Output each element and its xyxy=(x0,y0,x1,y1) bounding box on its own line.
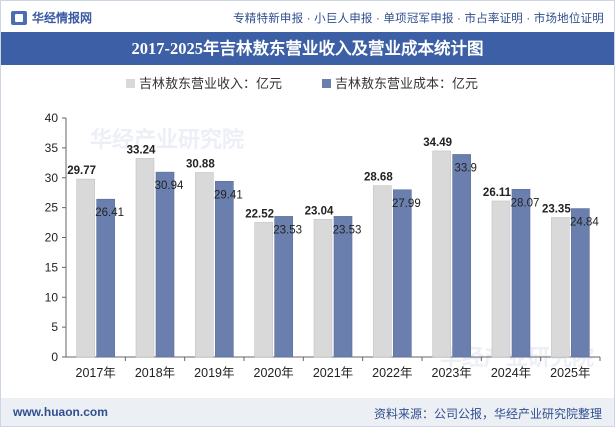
bar-revenue-7 xyxy=(432,150,451,358)
data-label-revenue-3: 30.88 xyxy=(186,158,215,170)
legend-swatch-2 xyxy=(322,79,331,88)
y-tick-label: 0 xyxy=(51,350,58,364)
y-tick-label: 20 xyxy=(45,231,59,245)
footer-source: 资料来源：公司公报，华经产业研究院整理 xyxy=(373,407,602,421)
legend-swatch-1 xyxy=(126,79,135,88)
data-label-cost-3: 29.41 xyxy=(214,189,243,201)
legend-label-1: 吉林敖东营业收入：亿元 xyxy=(139,76,282,91)
top-bar: 华经情报网 专精特新申报 · 小巨人申报 · 单项冠军申报 · 市占率证明 · … xyxy=(1,1,614,31)
title-band: 2017-2025年吉林敖东营业收入及营业成本统计图 xyxy=(1,32,614,65)
legend-label-2: 吉林敖东营业成本：亿元 xyxy=(335,76,478,91)
x-tick-label: 2020年 xyxy=(254,366,294,380)
data-label-cost-4: 23.53 xyxy=(273,224,302,236)
data-label-revenue-7: 34.49 xyxy=(423,137,452,149)
services-text: 专精特新申报 · 小巨人申报 · 单项冠军申报 · 市占率证明 · 市场地位证明 xyxy=(233,13,604,25)
data-label-revenue-6: 28.68 xyxy=(364,172,393,184)
bar-revenue-8 xyxy=(491,200,511,358)
data-label-revenue-2: 33.24 xyxy=(127,144,156,156)
data-label-cost-5: 23.53 xyxy=(333,224,362,236)
y-tick-label: 30 xyxy=(45,171,59,185)
y-tick-label: 10 xyxy=(45,290,59,304)
bar-chart: 华经产业研究院华经产业研究院吉林敖东营业收入：亿元吉林敖东营业成本：亿元0510… xyxy=(45,76,601,380)
data-label-revenue-1: 29.77 xyxy=(67,165,96,177)
data-label-revenue-5: 23.04 xyxy=(305,205,334,217)
bar-revenue-5 xyxy=(313,219,333,358)
y-tick-label: 5 xyxy=(51,320,58,334)
bar-revenue-4 xyxy=(254,222,273,358)
data-label-cost-2: 30.94 xyxy=(155,180,184,192)
x-tick-label: 2021年 xyxy=(313,366,353,380)
watermark-text: 华经产业研究院 xyxy=(90,127,244,152)
bar-revenue-9 xyxy=(551,217,570,358)
x-tick-label: 2024年 xyxy=(491,366,531,380)
data-label-cost-8: 28.07 xyxy=(511,197,540,209)
x-tick-label: 2017年 xyxy=(76,366,116,380)
x-tick-label: 2025年 xyxy=(550,366,590,380)
y-tick-label: 25 xyxy=(45,201,59,215)
x-tick-label: 2019年 xyxy=(194,366,234,380)
x-tick-label: 2022年 xyxy=(372,366,412,380)
data-label-cost-1: 26.41 xyxy=(95,207,124,219)
data-label-revenue-9: 23.35 xyxy=(542,203,571,215)
y-tick-label: 40 xyxy=(45,111,59,125)
x-tick-label: 2023年 xyxy=(432,366,472,380)
bar-revenue-6 xyxy=(373,185,392,358)
data-label-cost-7: 33.9 xyxy=(454,162,476,174)
y-tick-label: 35 xyxy=(45,141,59,155)
footer-site[interactable]: www.huaon.com xyxy=(13,405,108,419)
bar-cost-7 xyxy=(452,154,471,358)
data-label-revenue-4: 22.52 xyxy=(245,208,274,220)
bar-revenue-1 xyxy=(76,178,95,358)
bar-cost-6 xyxy=(393,189,412,358)
bar-cost-2 xyxy=(155,171,175,358)
data-label-revenue-8: 26.11 xyxy=(483,187,512,199)
logo-text: 华经情报网 xyxy=(32,11,93,25)
logo-icon xyxy=(11,10,27,25)
bar-cost-1 xyxy=(96,198,115,358)
bar-cost-3 xyxy=(215,180,234,358)
brand-logo[interactable]: 华经情报网 xyxy=(11,9,92,26)
bar-cost-8 xyxy=(511,188,531,358)
footer-bar: www.huaon.com 资料来源：公司公报，华经产业研究院整理 xyxy=(1,398,614,426)
data-label-cost-9: 24.84 xyxy=(570,217,599,229)
chart-title: 2017-2025年吉林敖东营业收入及营业成本统计图 xyxy=(131,39,484,58)
y-tick-label: 15 xyxy=(45,260,59,274)
bar-cost-9 xyxy=(571,208,590,358)
bar-cost-4 xyxy=(274,216,293,358)
bar-revenue-2 xyxy=(135,158,155,358)
bar-cost-5 xyxy=(333,216,353,358)
bar-revenue-3 xyxy=(195,172,214,358)
x-tick-label: 2018年 xyxy=(135,366,175,380)
data-label-cost-6: 27.99 xyxy=(392,198,421,210)
